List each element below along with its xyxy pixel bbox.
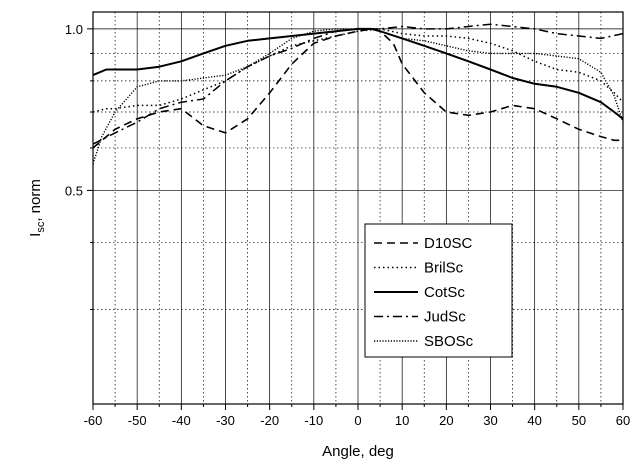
x-tick-label: -40: [172, 413, 191, 428]
x-tick-label: 10: [395, 413, 409, 428]
y-tick-label: 1.0: [65, 22, 83, 37]
series-line-judsc: [92, 23, 624, 145]
x-tick-label: 20: [439, 413, 453, 428]
x-tick-label: -60: [84, 413, 103, 428]
series-line-sbosc: [92, 28, 624, 165]
y-axis-title-suffix: , norm: [27, 179, 44, 222]
x-tick-label: 60: [616, 413, 630, 428]
tick-labels: -60 -50 -40 -30 -20 -10 0 10 20 30 40 50 60 0.5 1.0: [65, 22, 630, 428]
legend-label-judsc: JudSc: [424, 309, 466, 326]
ticks: [87, 28, 624, 410]
series-line-brilsc: [92, 28, 624, 113]
y-axis-title: Isc, norm: [27, 179, 47, 237]
y-axis-title-sub: sc: [35, 221, 47, 233]
x-tick-label: -10: [304, 413, 323, 428]
y-tick-label: 0.5: [65, 183, 83, 198]
legend-box: [364, 223, 513, 358]
grid: [92, 12, 624, 404]
legend-label-brilsc: BrilSc: [424, 260, 464, 277]
legend-label-cotsc: CotSc: [424, 284, 465, 301]
x-tick-label: 0: [354, 413, 361, 428]
x-tick-label: -50: [128, 413, 147, 428]
series-group: [92, 23, 624, 165]
legend: D10SC BrilSc CotSc JudSc SBOSc: [364, 223, 513, 358]
legend-label-d10sc: D10SC: [424, 235, 473, 252]
x-axis-title: Angle, deg: [322, 443, 394, 460]
x-tick-label: -30: [216, 413, 235, 428]
x-tick-label: -20: [260, 413, 279, 428]
x-tick-label: 50: [572, 413, 586, 428]
x-tick-label: 30: [483, 413, 497, 428]
y-axis-title-main: I: [27, 233, 44, 237]
x-tick-label: 40: [527, 413, 541, 428]
legend-label-sbosc: SBOSc: [424, 333, 474, 350]
